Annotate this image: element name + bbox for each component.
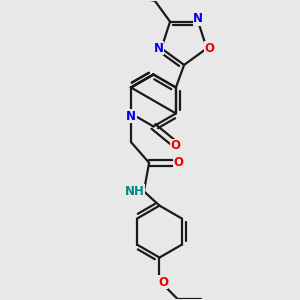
- Text: O: O: [158, 276, 168, 289]
- Text: N: N: [154, 42, 164, 55]
- Text: O: O: [171, 139, 181, 152]
- Text: N: N: [126, 110, 136, 123]
- Text: O: O: [205, 42, 214, 55]
- Text: N: N: [193, 13, 203, 26]
- Text: O: O: [173, 156, 184, 169]
- Text: NH: NH: [124, 185, 144, 198]
